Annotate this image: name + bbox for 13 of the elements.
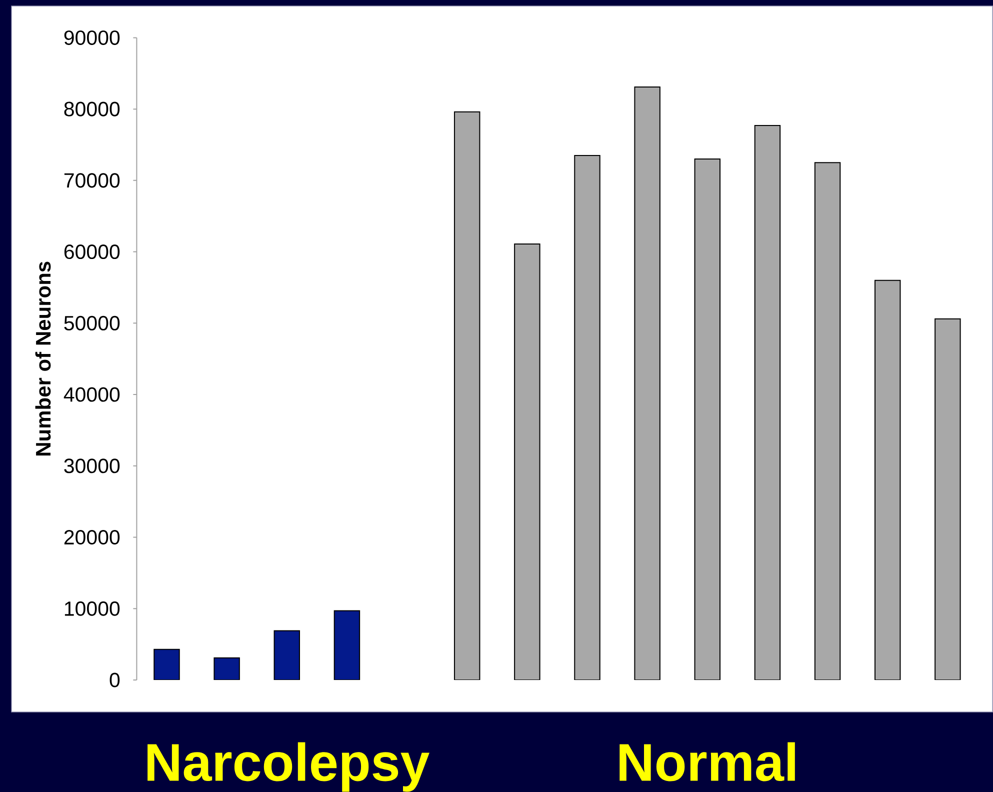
x-tick-label: Normal — [620, 742, 795, 782]
y-tick-label: 80000 — [64, 102, 120, 116]
y-tick-label: 20000 — [64, 530, 120, 545]
x-tick-label: Narcolepsy — [148, 742, 430, 792]
y-tick-label: 60000 — [64, 244, 120, 260]
y-tick-label: 10000 — [64, 601, 120, 616]
y-axis-title: Number of Neurons — [35, 262, 51, 456]
y-tick-label: 90000 — [64, 30, 120, 45]
y-tick-label: 50000 — [64, 316, 120, 330]
y-tick-label: 40000 — [64, 387, 120, 402]
y-tick-label: 70000 — [64, 173, 120, 188]
y-tick-label: 30000 — [64, 458, 120, 474]
y-tick-label: 0 — [110, 672, 120, 688]
